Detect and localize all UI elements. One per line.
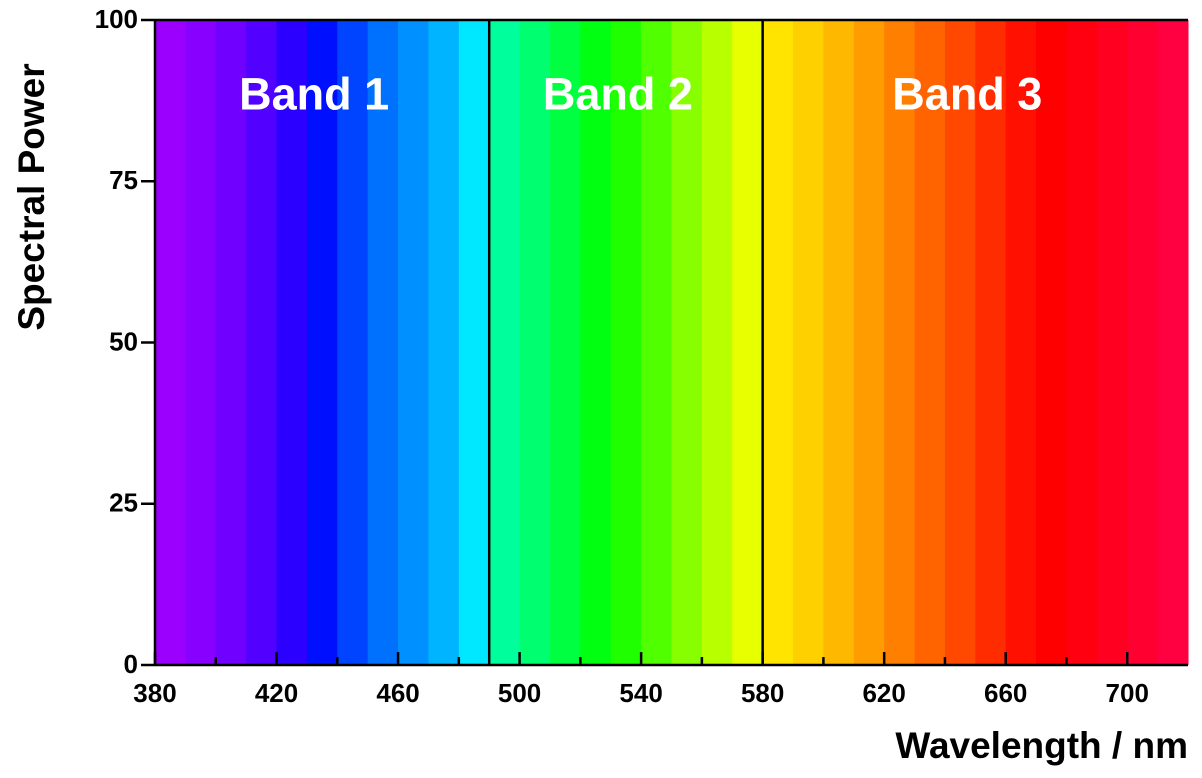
spectrum-stripe <box>367 20 399 665</box>
spectrum-stripe <box>155 20 186 665</box>
y-tick-label: 50 <box>109 326 138 356</box>
spectrum-stripe <box>1096 20 1128 665</box>
x-axis-title: Wavelength / nm <box>895 725 1188 766</box>
spectrum-stripe <box>823 20 855 665</box>
spectrum-stripe <box>489 20 521 665</box>
spectrum-stripe <box>580 20 612 665</box>
spectrum-stripe <box>671 20 703 665</box>
spectrum-stripe <box>337 20 369 665</box>
x-tick-label: 700 <box>1106 678 1149 708</box>
spectrum-stripe <box>1066 20 1098 665</box>
spectrum-stripe <box>914 20 946 665</box>
y-axis-title: Spectral Power <box>11 63 52 330</box>
x-tick-label: 620 <box>862 678 905 708</box>
spectrum-stripe <box>793 20 824 665</box>
spectrum-stripe <box>884 20 916 665</box>
spectrum-stripe <box>610 20 642 665</box>
spectrum-stripe <box>398 20 429 665</box>
x-tick-label: 580 <box>741 678 784 708</box>
spectrum-stripe <box>762 20 794 665</box>
spectrum-stripe <box>944 20 976 665</box>
spectrum-stripe <box>276 20 308 665</box>
x-tick-label: 660 <box>984 678 1027 708</box>
spectrum-stripe <box>549 20 581 665</box>
y-tick-label: 25 <box>109 488 138 518</box>
spectrum-stripe <box>519 20 551 665</box>
x-tick-label: 460 <box>376 678 419 708</box>
band-label: Band 2 <box>543 68 693 119</box>
spectrum-stripe <box>215 20 247 665</box>
spectrum-stripe <box>732 20 764 665</box>
x-tick-label: 500 <box>498 678 541 708</box>
spectrum-stripe <box>975 20 1007 665</box>
spectrum-stripe <box>458 20 490 665</box>
spectrum-stripe <box>641 20 672 665</box>
spectrum-stripe <box>1157 20 1189 665</box>
x-tick-label: 540 <box>619 678 662 708</box>
spectrum-stripe <box>1036 20 1067 665</box>
spectrum-stripe <box>1005 20 1037 665</box>
spectrum-stripe <box>185 20 217 665</box>
band-label: Band 3 <box>892 68 1042 119</box>
spectrum-stripe <box>1127 20 1159 665</box>
x-tick-label: 380 <box>133 678 176 708</box>
spectrum-stripe <box>428 20 460 665</box>
band-label: Band 1 <box>239 68 389 119</box>
x-tick-label: 420 <box>255 678 298 708</box>
spectrum-stripe <box>853 20 885 665</box>
y-tick-label: 0 <box>124 649 138 679</box>
y-tick-label: 100 <box>95 4 138 34</box>
spectrum-stripe <box>246 20 278 665</box>
y-tick-label: 75 <box>109 165 138 195</box>
spectrum-stripe <box>701 20 733 665</box>
spectrum-stripe <box>306 20 338 665</box>
